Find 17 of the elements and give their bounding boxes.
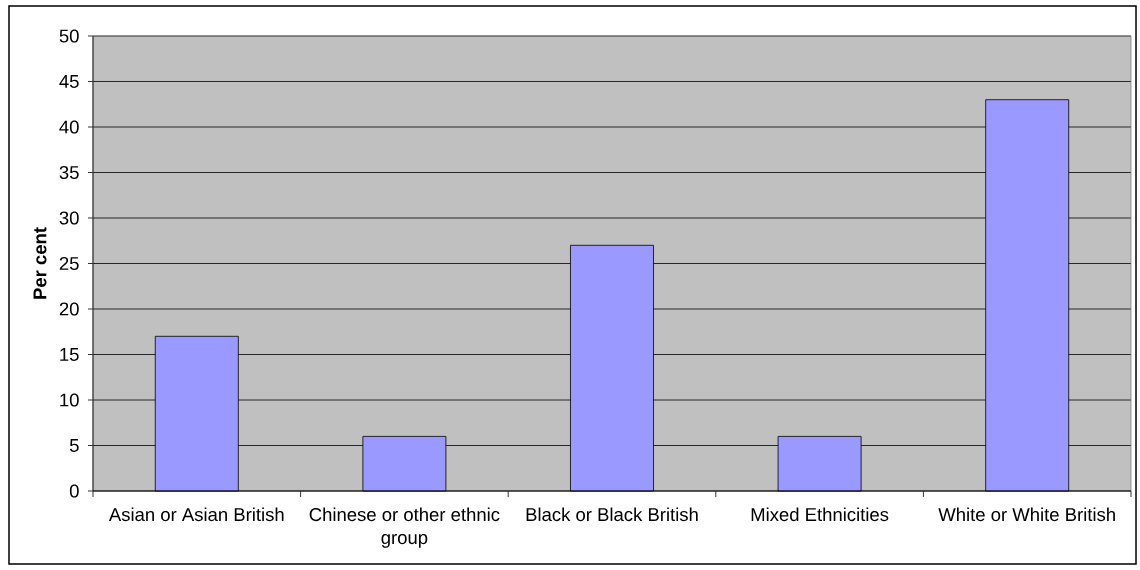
- y-tick-label: 50: [59, 29, 79, 43]
- y-tick-label: 5: [69, 439, 79, 452]
- y-tick-label: 20: [59, 302, 79, 316]
- x-tick-label: Chinese or other ethnic group: [309, 507, 500, 548]
- x-tick-label: Mixed Ethnicities: [751, 507, 889, 522]
- y-tick-label: 40: [59, 120, 79, 134]
- x-tick-label: White or White British: [938, 507, 1115, 522]
- x-tick-label: Asian or Asian British: [108, 507, 284, 522]
- x-tick-label: Black or Black British: [526, 507, 698, 522]
- y-tick-label: 0: [69, 484, 79, 498]
- y-tick-label: 15: [60, 348, 79, 361]
- y-axis-title: Per cent: [33, 227, 47, 299]
- y-tick-label: 10: [60, 393, 79, 407]
- y-tick-label: 35: [59, 165, 79, 180]
- y-tick-label: 25: [59, 256, 79, 271]
- y-tick-label: 45: [59, 75, 79, 88]
- y-tick-label: 30: [59, 211, 79, 225]
